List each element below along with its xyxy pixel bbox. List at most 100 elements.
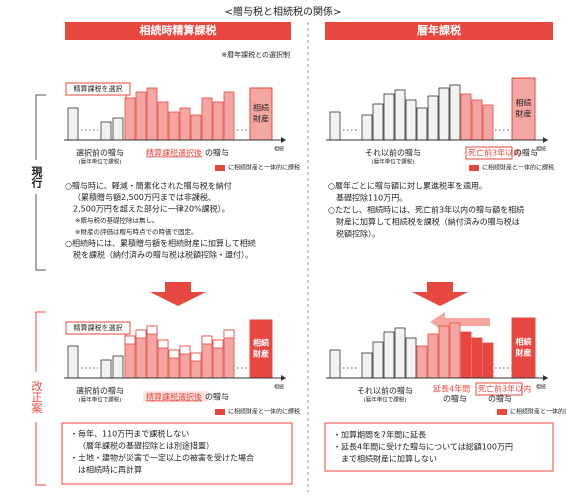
legend-swatch — [215, 165, 225, 171]
bar — [223, 91, 235, 141]
body-text: まで相続財産に加算しない — [341, 454, 437, 464]
body-text: 基礎控除110万円。 — [336, 193, 407, 203]
bar — [146, 87, 158, 141]
bar — [372, 103, 384, 141]
highlight-box — [475, 382, 523, 396]
header-bg — [65, 22, 291, 40]
bar — [100, 359, 112, 379]
bar-top — [179, 345, 191, 355]
legend-swatch — [497, 409, 507, 415]
bar — [471, 99, 483, 141]
caption: の贈与 — [205, 148, 229, 158]
legend-swatch — [469, 165, 479, 171]
estate-label: 財産 — [252, 349, 269, 359]
caption: (暦年単位で課税) — [364, 396, 407, 404]
bar — [329, 349, 341, 379]
axis-arrow — [543, 137, 548, 143]
column-header: 相続時精算課税 — [140, 23, 217, 37]
column-header: 暦年課税 — [417, 23, 461, 37]
legend-label: に相続財産と一体的に課税 — [510, 408, 566, 416]
bar — [100, 121, 112, 141]
caption-highlight: 死亡前3年以内 — [478, 384, 531, 394]
axis-arrow — [281, 137, 286, 143]
caption: (暦年単位で課税) — [79, 158, 122, 166]
select-label: 精算課税を選択 — [74, 84, 123, 93]
bar — [438, 87, 450, 141]
body-text: は相続時に再計算 — [78, 465, 142, 475]
proposal-box — [324, 422, 554, 472]
bar — [394, 89, 406, 141]
body-text: 税額控除）。 — [336, 229, 380, 239]
select-label: 精算課税を選択 — [74, 323, 123, 332]
highlight-box — [143, 391, 209, 402]
body-text: 財産に加算して相続税を課税（納付済みの贈与税は — [336, 217, 520, 227]
bar — [67, 345, 79, 379]
legend-label: に相続財産と一体的に課税 — [228, 408, 300, 416]
estate-label: 相続 — [253, 103, 269, 113]
caption: (暦年単位で課税) — [79, 396, 122, 404]
bar-top — [223, 329, 235, 339]
bar — [135, 91, 147, 141]
bar — [482, 342, 494, 379]
bar — [416, 107, 428, 141]
page-title: <贈与税と相続税の関係> — [225, 5, 342, 18]
axis-label: 相続 — [274, 384, 284, 391]
caption-highlight: 死亡前3年以内 — [468, 148, 521, 158]
axis-arrow — [281, 375, 286, 381]
legend-label: に相続財産と一体的に課税 — [228, 164, 300, 172]
bar — [482, 104, 494, 141]
bar — [190, 114, 202, 141]
body-text: ○ただし、相続時には、死亡前3年以内の贈与額を相続 — [328, 205, 524, 215]
bar-top — [212, 339, 224, 349]
estate-label: 財産 — [515, 348, 532, 358]
caption: の贈与 — [514, 148, 538, 158]
bar — [383, 93, 395, 141]
select-box — [65, 82, 131, 96]
body-text: ・毎年、110万円まで課税しない — [70, 429, 189, 439]
body-text: ○贈与時に、軽減・簡素化された贈与税を納付 — [65, 181, 232, 191]
caption: 選択前の贈与 — [76, 148, 124, 158]
bar-top — [201, 335, 213, 345]
row-label: 改正案 — [30, 379, 43, 413]
bar — [179, 107, 191, 141]
estate-label: 相続 — [253, 338, 269, 348]
bar — [124, 97, 136, 141]
bar — [427, 333, 439, 379]
column-note: ※暦年課税との選択制 — [221, 50, 290, 59]
caption: それ以前の贈与 — [357, 386, 413, 396]
body-text: ※贈与税の基礎控除は無し。 — [75, 216, 158, 225]
body-text: ・加算期間を7年間に延長 — [333, 430, 426, 440]
bar — [405, 99, 417, 141]
estate-label: 相続 — [516, 98, 532, 108]
bar — [329, 111, 341, 141]
bar — [157, 101, 169, 141]
proposal-box — [61, 422, 293, 485]
bar — [394, 327, 406, 379]
body-text: 税を課税（納付済みの贈与税は税額控除・還付）。 — [73, 250, 253, 260]
caption: の贈与 — [443, 394, 467, 404]
bar — [112, 355, 124, 379]
bar-top — [190, 352, 202, 362]
select-box — [65, 321, 131, 335]
body-text: （暦年課税の基礎控除とは別途措置） — [78, 441, 214, 451]
bar — [460, 93, 472, 141]
bar — [416, 345, 428, 379]
axis-label: 相続 — [536, 146, 546, 153]
bar — [168, 111, 180, 141]
estate-label: 財産 — [516, 109, 532, 119]
caption-highlight: 延長4年間 — [433, 384, 470, 394]
bar — [449, 84, 461, 141]
label-bg — [27, 372, 45, 422]
bar — [201, 97, 213, 141]
axis-arrow — [543, 375, 548, 381]
header-bg — [325, 22, 553, 40]
axis-label: 相続 — [536, 384, 546, 391]
bar-top — [157, 339, 169, 349]
legend-swatch — [215, 409, 225, 415]
bar-top — [135, 329, 147, 339]
label-bg — [27, 160, 45, 194]
row-label: 現行 — [30, 166, 44, 189]
axis-label: 相続 — [274, 146, 284, 153]
down-arrow — [412, 282, 468, 306]
highlight-box — [465, 146, 513, 160]
